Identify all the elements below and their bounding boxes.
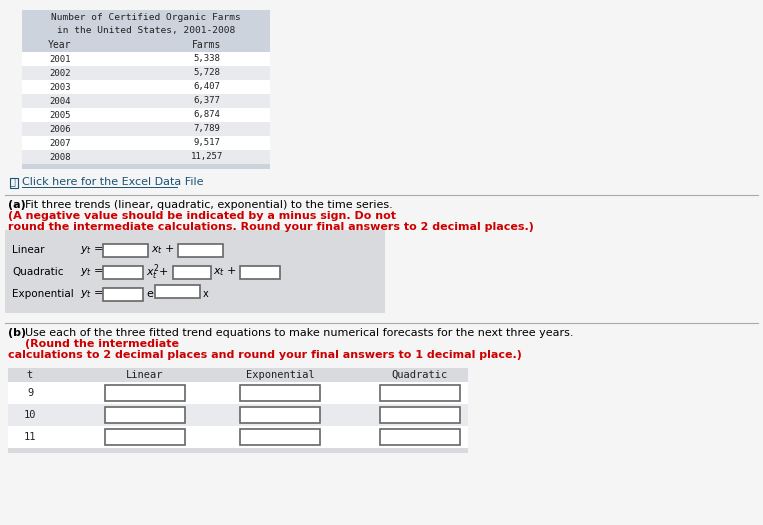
Text: $x_t$ +: $x_t$ +: [213, 266, 237, 278]
Text: $y_t$ =: $y_t$ =: [80, 266, 104, 278]
FancyBboxPatch shape: [103, 244, 148, 257]
Text: $x_t^2$+: $x_t^2$+: [146, 262, 169, 282]
Text: 6,874: 6,874: [194, 110, 221, 120]
FancyBboxPatch shape: [155, 285, 200, 298]
Text: 2005: 2005: [50, 110, 71, 120]
Text: (a): (a): [8, 200, 26, 210]
Text: Use each of the three fitted trend equations to make numerical forecasts for the: Use each of the three fitted trend equat…: [25, 328, 577, 338]
FancyBboxPatch shape: [240, 385, 320, 401]
FancyBboxPatch shape: [22, 38, 270, 52]
Text: 6,377: 6,377: [194, 97, 221, 106]
Text: 11,257: 11,257: [191, 152, 223, 162]
Text: e: e: [146, 289, 153, 299]
FancyBboxPatch shape: [22, 80, 270, 94]
FancyBboxPatch shape: [105, 407, 185, 423]
Text: round the intermediate calculations. Round your final answers to 2 decimal place: round the intermediate calculations. Rou…: [8, 222, 534, 232]
FancyBboxPatch shape: [103, 266, 143, 278]
FancyBboxPatch shape: [380, 429, 460, 445]
Text: 2006: 2006: [50, 124, 71, 133]
FancyBboxPatch shape: [173, 266, 211, 278]
FancyBboxPatch shape: [5, 230, 385, 313]
Text: Linear: Linear: [12, 245, 44, 255]
Text: 10: 10: [24, 410, 37, 420]
FancyBboxPatch shape: [380, 407, 460, 423]
FancyBboxPatch shape: [103, 288, 143, 300]
FancyBboxPatch shape: [240, 429, 320, 445]
Text: 2008: 2008: [50, 152, 71, 162]
Text: Linear: Linear: [126, 370, 164, 380]
FancyBboxPatch shape: [22, 136, 270, 150]
Text: 6,407: 6,407: [194, 82, 221, 91]
Text: Fit three trends (linear, quadratic, exponential) to the time series.: Fit three trends (linear, quadratic, exp…: [25, 200, 396, 210]
Text: 2001: 2001: [50, 55, 71, 64]
Text: x: x: [203, 289, 209, 299]
Text: 9,517: 9,517: [194, 139, 221, 148]
Text: calculations to 2 decimal places and round your final answers to 1 decimal place: calculations to 2 decimal places and rou…: [8, 350, 522, 360]
Text: Click here for the Excel Data File: Click here for the Excel Data File: [22, 177, 204, 187]
Text: (A negative value should be indicated by a minus sign. Do not: (A negative value should be indicated by…: [8, 211, 396, 221]
FancyBboxPatch shape: [22, 94, 270, 108]
FancyBboxPatch shape: [22, 108, 270, 122]
Text: 2004: 2004: [50, 97, 71, 106]
FancyBboxPatch shape: [8, 404, 468, 426]
Text: t: t: [27, 370, 33, 380]
Text: 11: 11: [24, 432, 37, 442]
Text: $x_t$ +: $x_t$ +: [151, 244, 175, 256]
Text: Year: Year: [48, 40, 72, 50]
FancyBboxPatch shape: [178, 244, 223, 257]
FancyBboxPatch shape: [22, 52, 270, 66]
FancyBboxPatch shape: [380, 385, 460, 401]
FancyBboxPatch shape: [8, 368, 468, 382]
Text: 7,789: 7,789: [194, 124, 221, 133]
Text: 5,728: 5,728: [194, 68, 221, 78]
Text: $y_t$ =: $y_t$ =: [80, 288, 104, 300]
Text: (b): (b): [8, 328, 26, 338]
Text: Farms: Farms: [192, 40, 222, 50]
Text: 2007: 2007: [50, 139, 71, 148]
Text: ⎙: ⎙: [10, 176, 16, 186]
Text: Quadratic: Quadratic: [12, 267, 63, 277]
Text: 2002: 2002: [50, 68, 71, 78]
Text: $y_t$ =: $y_t$ =: [80, 244, 104, 256]
Text: 9: 9: [27, 388, 33, 398]
FancyBboxPatch shape: [105, 429, 185, 445]
FancyBboxPatch shape: [22, 66, 270, 80]
FancyBboxPatch shape: [240, 266, 280, 278]
FancyBboxPatch shape: [105, 385, 185, 401]
Text: 2003: 2003: [50, 82, 71, 91]
FancyBboxPatch shape: [8, 448, 468, 453]
FancyBboxPatch shape: [22, 150, 270, 164]
Text: Number of Certified Organic Farms: Number of Certified Organic Farms: [51, 14, 241, 23]
FancyBboxPatch shape: [8, 382, 468, 404]
Text: in the United States, 2001-2008: in the United States, 2001-2008: [57, 26, 235, 35]
FancyBboxPatch shape: [22, 10, 270, 38]
Text: Exponential: Exponential: [12, 289, 74, 299]
Text: 5,338: 5,338: [194, 55, 221, 64]
FancyBboxPatch shape: [22, 164, 270, 169]
FancyBboxPatch shape: [22, 122, 270, 136]
Text: Quadratic: Quadratic: [392, 370, 448, 380]
FancyBboxPatch shape: [240, 407, 320, 423]
FancyBboxPatch shape: [8, 426, 468, 448]
Text: (Round the intermediate: (Round the intermediate: [25, 339, 179, 349]
Text: Exponential: Exponential: [246, 370, 314, 380]
